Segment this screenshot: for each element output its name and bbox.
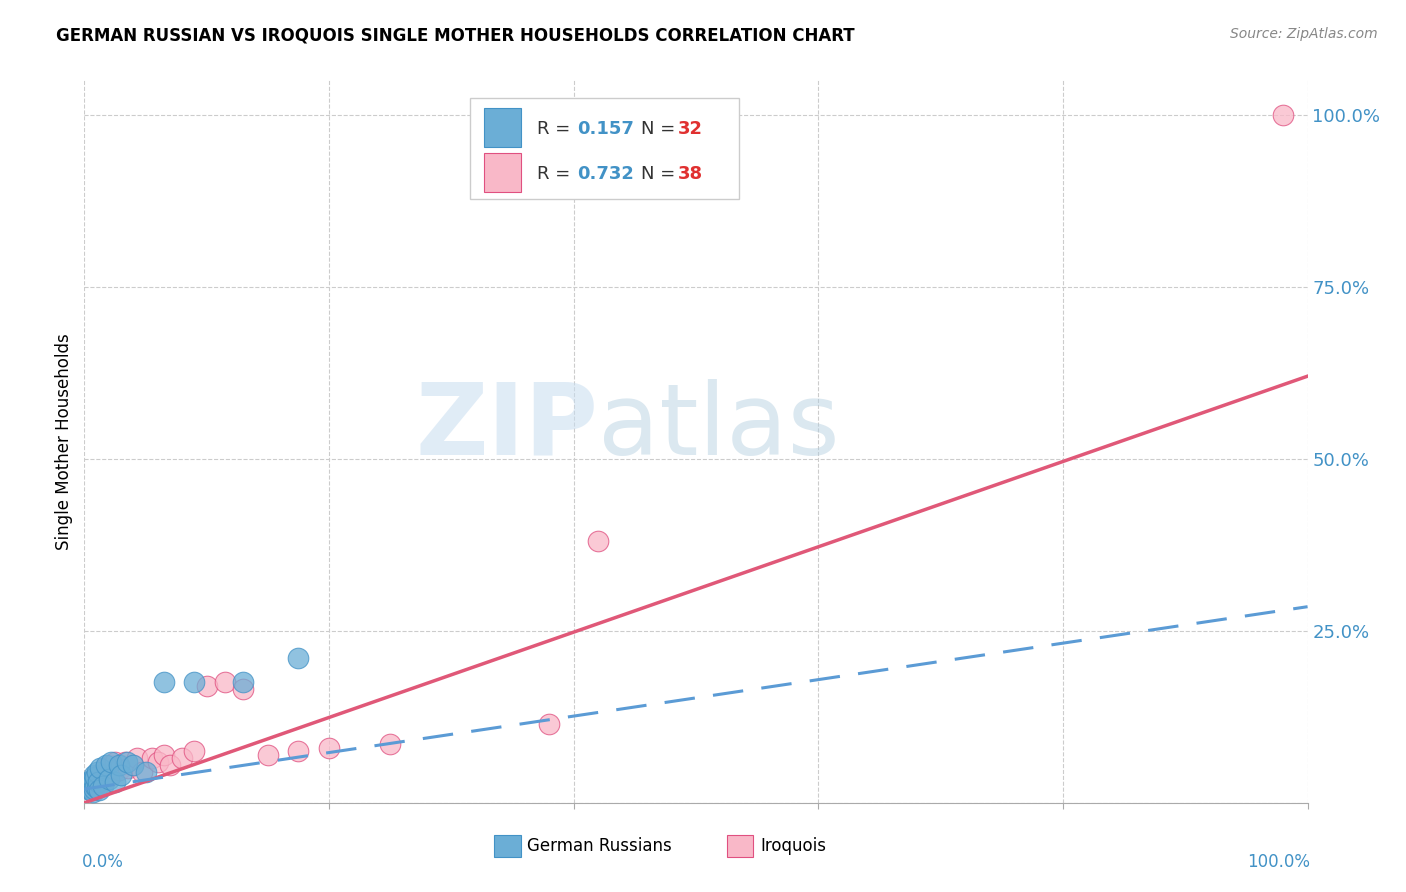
Point — [586, 534, 609, 549]
Point — [141, 751, 163, 765]
Text: ZIP: ZIP — [415, 378, 598, 475]
Point — [110, 758, 132, 772]
Text: atlas: atlas — [598, 378, 839, 475]
Point — [115, 755, 138, 769]
Point — [87, 768, 110, 782]
Point — [287, 744, 309, 758]
Point — [77, 782, 100, 797]
Point — [97, 772, 120, 786]
Text: 100.0%: 100.0% — [1247, 854, 1310, 871]
Point — [89, 761, 111, 775]
Point — [153, 675, 176, 690]
FancyBboxPatch shape — [484, 108, 522, 147]
Point — [83, 782, 105, 797]
Point — [232, 675, 254, 690]
Point — [380, 737, 402, 751]
Point — [183, 744, 205, 758]
Point — [146, 755, 169, 769]
Point — [80, 776, 103, 790]
Point — [318, 740, 340, 755]
Point — [82, 785, 104, 799]
Point — [117, 761, 139, 775]
Point — [183, 675, 205, 690]
Point — [257, 747, 280, 762]
Text: 38: 38 — [678, 165, 703, 183]
Point — [91, 776, 114, 790]
Point — [214, 675, 236, 690]
Point — [80, 783, 103, 797]
Point — [125, 751, 148, 765]
Point — [131, 764, 153, 779]
Point — [77, 782, 100, 797]
Y-axis label: Single Mother Households: Single Mother Households — [55, 334, 73, 549]
Point — [77, 779, 100, 793]
Text: N =: N = — [641, 120, 681, 137]
Point — [79, 775, 101, 789]
Point — [287, 651, 309, 665]
Point — [86, 764, 108, 779]
Text: 32: 32 — [678, 120, 703, 137]
Point — [114, 755, 136, 769]
Point — [122, 758, 145, 772]
Point — [1272, 108, 1295, 122]
Point — [172, 751, 194, 765]
Text: Source: ZipAtlas.com: Source: ZipAtlas.com — [1230, 27, 1378, 41]
Point — [97, 770, 120, 784]
Point — [122, 758, 145, 772]
Point — [82, 776, 104, 790]
Point — [107, 758, 129, 772]
Text: German Russians: German Russians — [527, 838, 672, 855]
FancyBboxPatch shape — [470, 98, 738, 200]
Text: 0.0%: 0.0% — [82, 854, 124, 871]
FancyBboxPatch shape — [484, 153, 522, 193]
Point — [98, 758, 121, 772]
Point — [110, 768, 132, 782]
FancyBboxPatch shape — [727, 835, 754, 857]
Text: 0.157: 0.157 — [578, 120, 634, 137]
Point — [91, 779, 114, 793]
Point — [104, 775, 127, 789]
Point — [538, 716, 561, 731]
Point — [86, 780, 108, 795]
Text: R =: R = — [537, 165, 576, 183]
Text: 0.732: 0.732 — [578, 165, 634, 183]
Point — [80, 783, 103, 797]
Point — [159, 758, 181, 772]
Text: N =: N = — [641, 165, 681, 183]
Point — [77, 775, 100, 789]
Point — [87, 775, 110, 789]
Point — [82, 772, 104, 786]
Point — [232, 682, 254, 697]
Point — [195, 679, 218, 693]
Point — [107, 763, 129, 777]
Text: Iroquois: Iroquois — [761, 838, 827, 855]
Point — [87, 773, 110, 788]
Point — [104, 755, 127, 769]
Point — [79, 780, 101, 795]
Point — [100, 755, 122, 769]
Point — [87, 783, 110, 797]
Point — [79, 773, 101, 788]
Text: R =: R = — [537, 120, 576, 137]
Point — [101, 767, 124, 781]
Point — [135, 764, 157, 779]
Text: GERMAN RUSSIAN VS IROQUOIS SINGLE MOTHER HOUSEHOLDS CORRELATION CHART: GERMAN RUSSIAN VS IROQUOIS SINGLE MOTHER… — [56, 27, 855, 45]
Point — [153, 747, 176, 762]
Point — [94, 761, 117, 775]
Point — [84, 779, 107, 793]
Point — [84, 770, 107, 784]
Point — [84, 772, 107, 786]
Point — [96, 758, 118, 772]
Point — [83, 779, 105, 793]
Point — [86, 780, 108, 795]
FancyBboxPatch shape — [494, 835, 522, 857]
Point — [83, 768, 105, 782]
